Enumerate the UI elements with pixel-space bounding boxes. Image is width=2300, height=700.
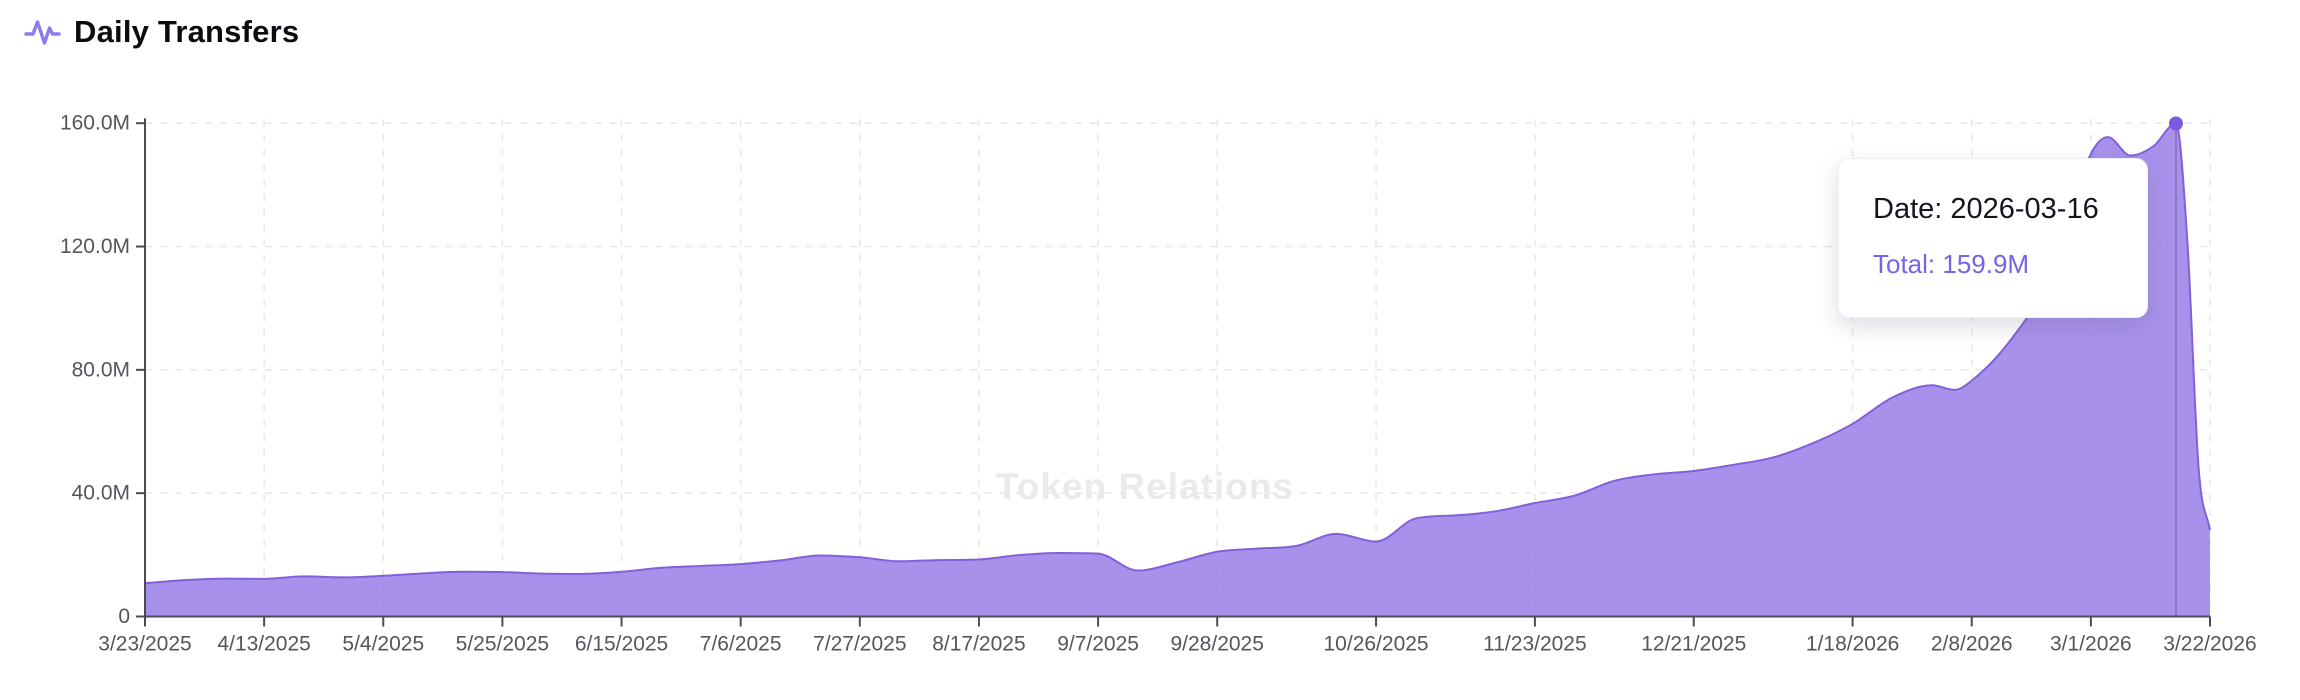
x-axis-tick-label: 7/27/2025 bbox=[813, 633, 906, 656]
x-axis-tick-label: 5/25/2025 bbox=[456, 633, 549, 656]
x-axis-tick-label: 8/17/2025 bbox=[932, 633, 1025, 656]
highlight-marker-dot[interactable] bbox=[2168, 116, 2183, 131]
y-axis-tick-label: 40.0M bbox=[72, 482, 130, 505]
tooltip-date: Date: 2026-03-16 bbox=[1873, 193, 2099, 225]
x-axis-tick-label: 7/6/2025 bbox=[700, 633, 782, 656]
area-series[interactable] bbox=[145, 123, 2210, 617]
y-axis-tick-label: 80.0M bbox=[72, 358, 130, 381]
x-axis-tick-label: 2/8/2026 bbox=[1931, 633, 2013, 656]
x-axis-tick-label: 4/13/2025 bbox=[217, 633, 310, 656]
tooltip-total: Total: 159.9M bbox=[1873, 249, 2030, 279]
y-axis-tick-label: 0 bbox=[118, 605, 130, 628]
chart-header: Daily Transfers bbox=[22, 12, 299, 52]
x-axis-tick-label: 9/7/2025 bbox=[1057, 633, 1139, 656]
y-axis-tick-label: 120.0M bbox=[60, 235, 130, 258]
x-axis-tick-label: 6/15/2025 bbox=[575, 633, 668, 656]
y-axis-tick-label: 160.0M bbox=[60, 112, 130, 135]
x-axis-tick-label: 9/28/2025 bbox=[1170, 633, 1263, 656]
x-axis-tick-label: 1/18/2026 bbox=[1806, 633, 1899, 656]
x-axis-tick-label: 12/21/2025 bbox=[1641, 633, 1746, 656]
page-title: Daily Transfers bbox=[74, 14, 300, 49]
x-axis-tick-label: 11/23/2025 bbox=[1483, 633, 1587, 656]
x-axis-tick-label: 10/26/2025 bbox=[1324, 633, 1429, 656]
x-axis-tick-label: 3/1/2026 bbox=[2050, 633, 2132, 656]
x-axis-tick-label: 3/23/2025 bbox=[98, 633, 191, 656]
x-axis-tick-label: 5/4/2025 bbox=[342, 633, 424, 656]
pulse-icon bbox=[24, 20, 61, 45]
x-axis-tick-label: 3/22/2026 bbox=[2163, 633, 2256, 656]
tooltip: Date: 2026-03-16 Total: 159.9M bbox=[1838, 158, 2148, 318]
